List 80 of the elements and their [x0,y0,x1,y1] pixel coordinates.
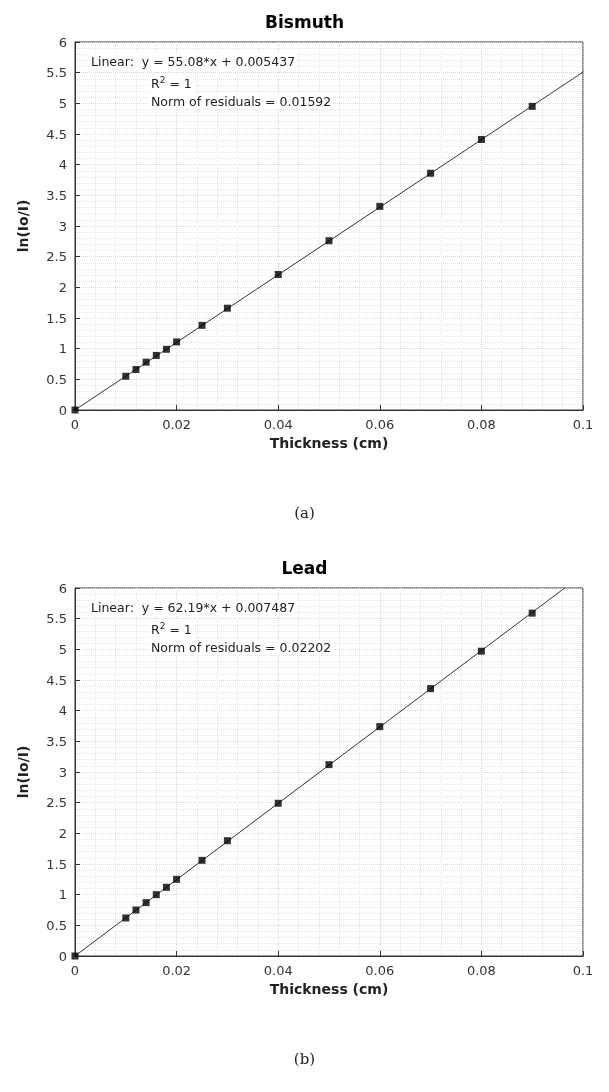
x-tick-label: 0.04 [263,417,293,432]
y-tick-label: 1.5 [46,856,67,872]
y-tick-label: 6 [58,34,67,50]
x-tick-label: 0.06 [365,963,395,978]
y-tick-label: 6 [58,580,67,596]
point [152,891,160,899]
x-tick-label: 0.04 [263,963,293,978]
x-tick-label: 0.08 [466,417,496,432]
x-tick-label: 0.1 [572,963,594,978]
point [528,609,536,617]
point [325,237,333,245]
point [477,136,485,144]
y-tick-label: 0 [58,402,67,418]
y-tick-label: 3 [58,764,67,780]
point [376,202,384,210]
point [223,837,231,845]
point [173,875,181,883]
y-tick-label: 4.5 [46,126,67,142]
point [325,761,333,769]
y-tick-label: 2.5 [46,795,67,811]
x-tick-label: 0 [70,417,80,432]
y-tick-label: 2 [58,279,67,295]
point [274,270,282,278]
point [71,952,79,960]
point [528,102,536,110]
chart-title: Lead [281,557,328,578]
point [198,856,206,864]
y-axis-title: ln(Io/I) [15,745,31,799]
annotation: Norm of residuals = 0.01592 [151,94,332,109]
x-tick-label: 0.02 [162,417,192,432]
point [427,685,435,693]
point [162,345,170,353]
y-tick-label: 2.5 [46,249,67,265]
point [376,723,384,731]
y-tick-label: 4.5 [46,672,67,688]
y-tick-label: 3 [58,218,67,234]
chart-title: Bismuth [265,11,344,32]
x-axis-title: Thickness (cm) [269,434,389,451]
y-axis-title: ln(Io/I) [15,199,31,253]
x-tick-label: 0.02 [162,963,192,978]
x-tick-label: 0.1 [572,417,594,432]
y-tick-label: 3.5 [46,733,67,749]
annotation: Linear: y = 62.19*x + 0.007487 [91,600,296,615]
point [132,906,140,914]
point [427,169,435,177]
point [173,338,181,346]
y-tick-label: 4 [58,703,67,719]
y-tick-label: 3.5 [46,187,67,203]
x-tick-label: 0 [70,963,80,978]
annotation: Linear: y = 55.08*x + 0.005437 [91,54,296,69]
y-tick-label: 5.5 [46,611,67,627]
point [132,366,140,374]
y-tick-label: 5 [58,641,67,657]
y-tick-label: 1 [58,887,67,903]
y-tick-label: 0 [58,948,67,964]
text: (a) [294,503,315,522]
point [223,304,231,312]
x-tick-label: 0.06 [365,417,395,432]
y-tick-label: 0.5 [46,371,67,387]
y-tick-label: 5.5 [46,65,67,81]
point [122,914,130,922]
text: (b) [293,1049,316,1068]
y-tick-label: 0.5 [46,917,67,933]
y-tick-label: 5 [58,95,67,111]
point [162,883,170,891]
point [71,406,79,414]
x-axis-title: Thickness (cm) [269,980,389,997]
y-tick-label: 2 [58,825,67,841]
y-tick-label: 1 [58,341,67,357]
y-tick-label: 4 [58,157,67,173]
point [274,799,282,807]
point [142,899,150,907]
annotation: Norm of residuals = 0.02202 [151,640,332,655]
x-tick-label: 0.08 [466,963,496,978]
point [142,358,150,366]
point [477,647,485,655]
point [122,372,130,380]
point [198,321,206,329]
point [152,351,160,359]
y-tick-label: 1.5 [46,310,67,326]
